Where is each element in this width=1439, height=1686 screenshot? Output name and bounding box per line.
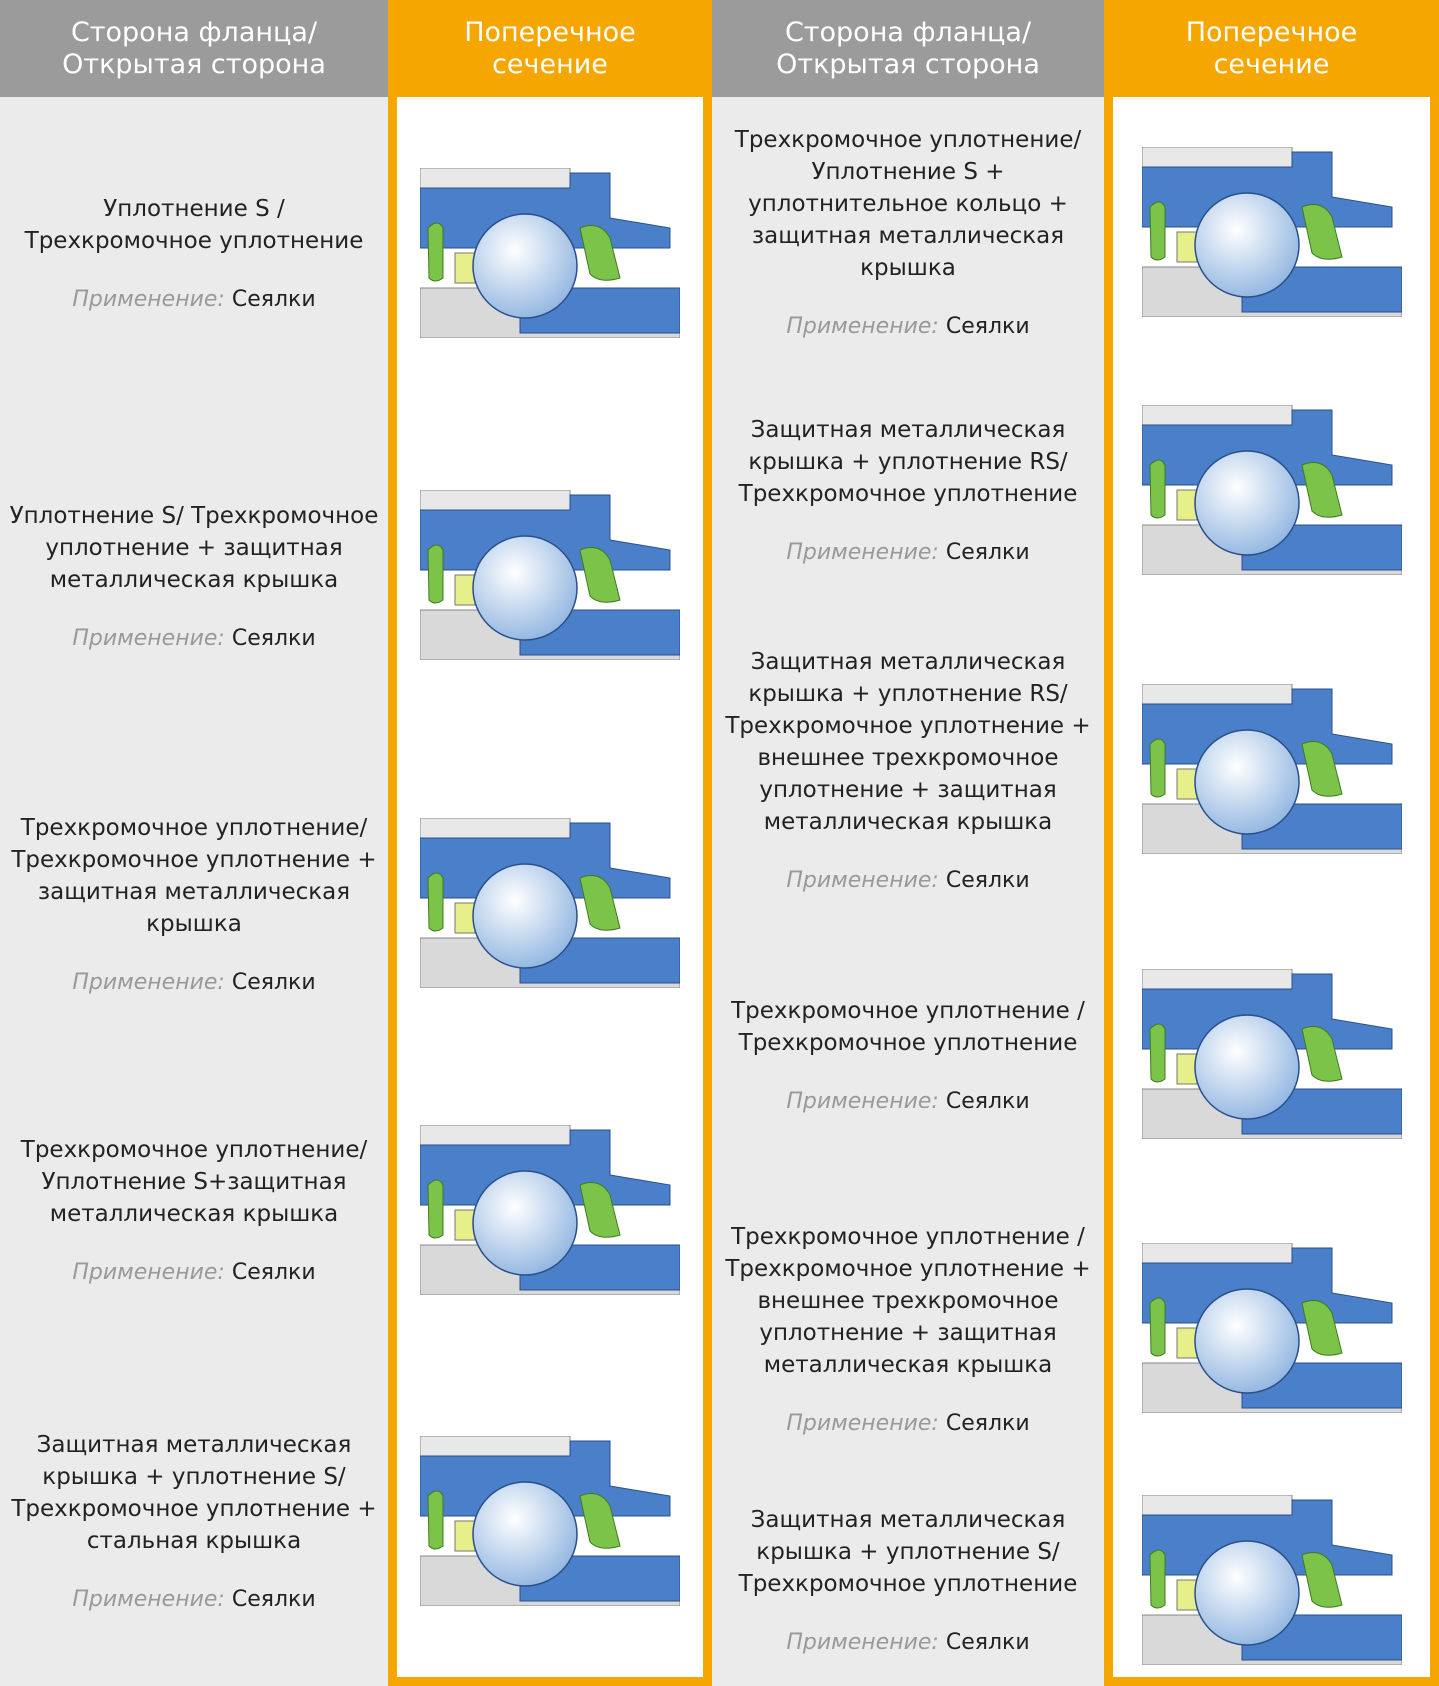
bearing-drawing	[1141, 684, 1402, 854]
row-text: Уплотнение S / Трехкромочное уплотнение П…	[0, 97, 388, 408]
cross-section	[397, 742, 703, 1064]
application-label: Применение:	[72, 969, 225, 995]
application-value: Сеялки	[945, 867, 1030, 893]
bearing-drawing	[420, 818, 680, 988]
row-text: Трехкромочное уплотнение/ Уплотнение S+з…	[0, 1064, 388, 1355]
cross-section	[397, 408, 703, 742]
row-text: Уплотнение S/ Трехкромочное уплотнение +…	[0, 408, 388, 742]
seal-description: Защитная металлическая крышка + уплотнен…	[738, 1507, 1078, 1597]
application-value: Сеялки	[231, 287, 316, 312]
seal-description: Защитная металлическая крышка + уплотнен…	[11, 1432, 377, 1554]
row-text: Трехкромочное уплотнение/ Трехкромочное …	[0, 742, 388, 1064]
seal-description: Трехкромочное уплотнение / Трехкромочное…	[725, 1223, 1091, 1378]
seal-description: Защитная металлическая крышка + уплотнен…	[725, 648, 1091, 835]
cross-section	[1113, 366, 1430, 613]
cross-section	[397, 97, 703, 408]
application-value: Сеялки	[231, 969, 316, 995]
seal-description: Защитная металлическая крышка + уплотнен…	[738, 417, 1078, 507]
application: Применение: Сеялки	[786, 868, 1029, 893]
bearing-drawing	[420, 167, 680, 338]
application-label: Применение:	[72, 1260, 225, 1285]
bearing-drawing	[420, 490, 680, 660]
row-text: Защитная металлическая крышка + уплотнен…	[712, 1473, 1104, 1686]
row-text: Защитная металлическая крышка + уплотнен…	[0, 1355, 388, 1686]
header-cell: Поперечное сечение	[1104, 0, 1439, 97]
application-label: Применение:	[72, 1587, 225, 1612]
application-label: Применение:	[72, 625, 225, 651]
bearing-drawing	[1141, 146, 1402, 317]
bearing-drawing	[420, 1124, 680, 1295]
application: Применение: Сеялки	[72, 1260, 315, 1285]
cross-section	[397, 1064, 703, 1355]
cross-section	[1113, 925, 1430, 1183]
application-value: Сеялки	[945, 314, 1030, 339]
row-text: Трехкромочное уплотнение / Трехкромочное…	[712, 925, 1104, 1183]
cross-section	[1113, 613, 1430, 925]
seal-description: Трехкромочное уплотнение / Трехкромочное…	[731, 997, 1085, 1056]
application-label: Применение:	[786, 1630, 939, 1655]
application-value: Сеялки	[231, 1260, 316, 1285]
seal-description: Уплотнение S/ Трехкромочное уплотнение +…	[9, 502, 379, 593]
row-text: Защитная металлическая крышка + уплотнен…	[712, 613, 1104, 925]
application-label: Применение:	[72, 287, 225, 312]
seal-description: Трехкромочное уплотнение/ Трехкромочное …	[11, 814, 377, 937]
application-value: Сеялки	[945, 1088, 1030, 1114]
application-label: Применение:	[786, 1088, 939, 1114]
application: Применение: Сеялки	[72, 970, 315, 995]
bearing-drawing	[1141, 1243, 1402, 1413]
application: Применение: Сеялки	[786, 1411, 1029, 1436]
column-bg	[712, 0, 1104, 1686]
seal-description: Трехкромочное уплотнение/ Уплотнение S +…	[734, 127, 1082, 281]
seal-description: Трехкромочное уплотнение/ Уплотнение S+з…	[20, 1137, 368, 1227]
column-bg	[0, 0, 388, 1686]
header-cell: Сторона фланца/ Открытая сторона	[0, 0, 388, 97]
row-text: Защитная металлическая крышка + уплотнен…	[712, 366, 1104, 613]
application: Применение: Сеялки	[72, 1587, 315, 1612]
application-label: Применение:	[786, 1410, 939, 1436]
cross-section	[1113, 1183, 1430, 1473]
application: Применение: Сеялки	[786, 1089, 1029, 1114]
application-label: Применение:	[786, 540, 939, 565]
cross-section	[1113, 1473, 1430, 1686]
cross-section	[397, 1355, 703, 1686]
application: Применение: Сеялки	[72, 287, 315, 312]
row-text: Трехкромочное уплотнение/ Уплотнение S +…	[712, 97, 1104, 366]
application-value: Сеялки	[231, 625, 316, 651]
application: Применение: Сеялки	[786, 1630, 1029, 1655]
bearing-drawing	[1141, 404, 1402, 575]
application-label: Применение:	[786, 314, 939, 339]
application-value: Сеялки	[231, 1587, 316, 1612]
bearing-drawing	[1141, 969, 1402, 1139]
cross-section	[1113, 97, 1430, 366]
application-value: Сеялки	[945, 1410, 1030, 1436]
header-cell: Поперечное сечение	[388, 0, 712, 97]
seal-description: Уплотнение S / Трехкромочное уплотнение	[24, 196, 364, 254]
bearing-drawing	[420, 1435, 680, 1606]
application: Применение: Сеялки	[786, 540, 1029, 565]
application-label: Применение:	[786, 867, 939, 893]
row-text: Трехкромочное уплотнение / Трехкромочное…	[712, 1183, 1104, 1473]
header-cell: Сторона фланца/ Открытая сторона	[712, 0, 1104, 97]
application: Применение: Сеялки	[786, 314, 1029, 339]
application-value: Сеялки	[945, 1630, 1030, 1655]
application-value: Сеялки	[945, 540, 1030, 565]
application: Применение: Сеялки	[72, 626, 315, 651]
bearing-drawing	[1141, 1494, 1402, 1665]
